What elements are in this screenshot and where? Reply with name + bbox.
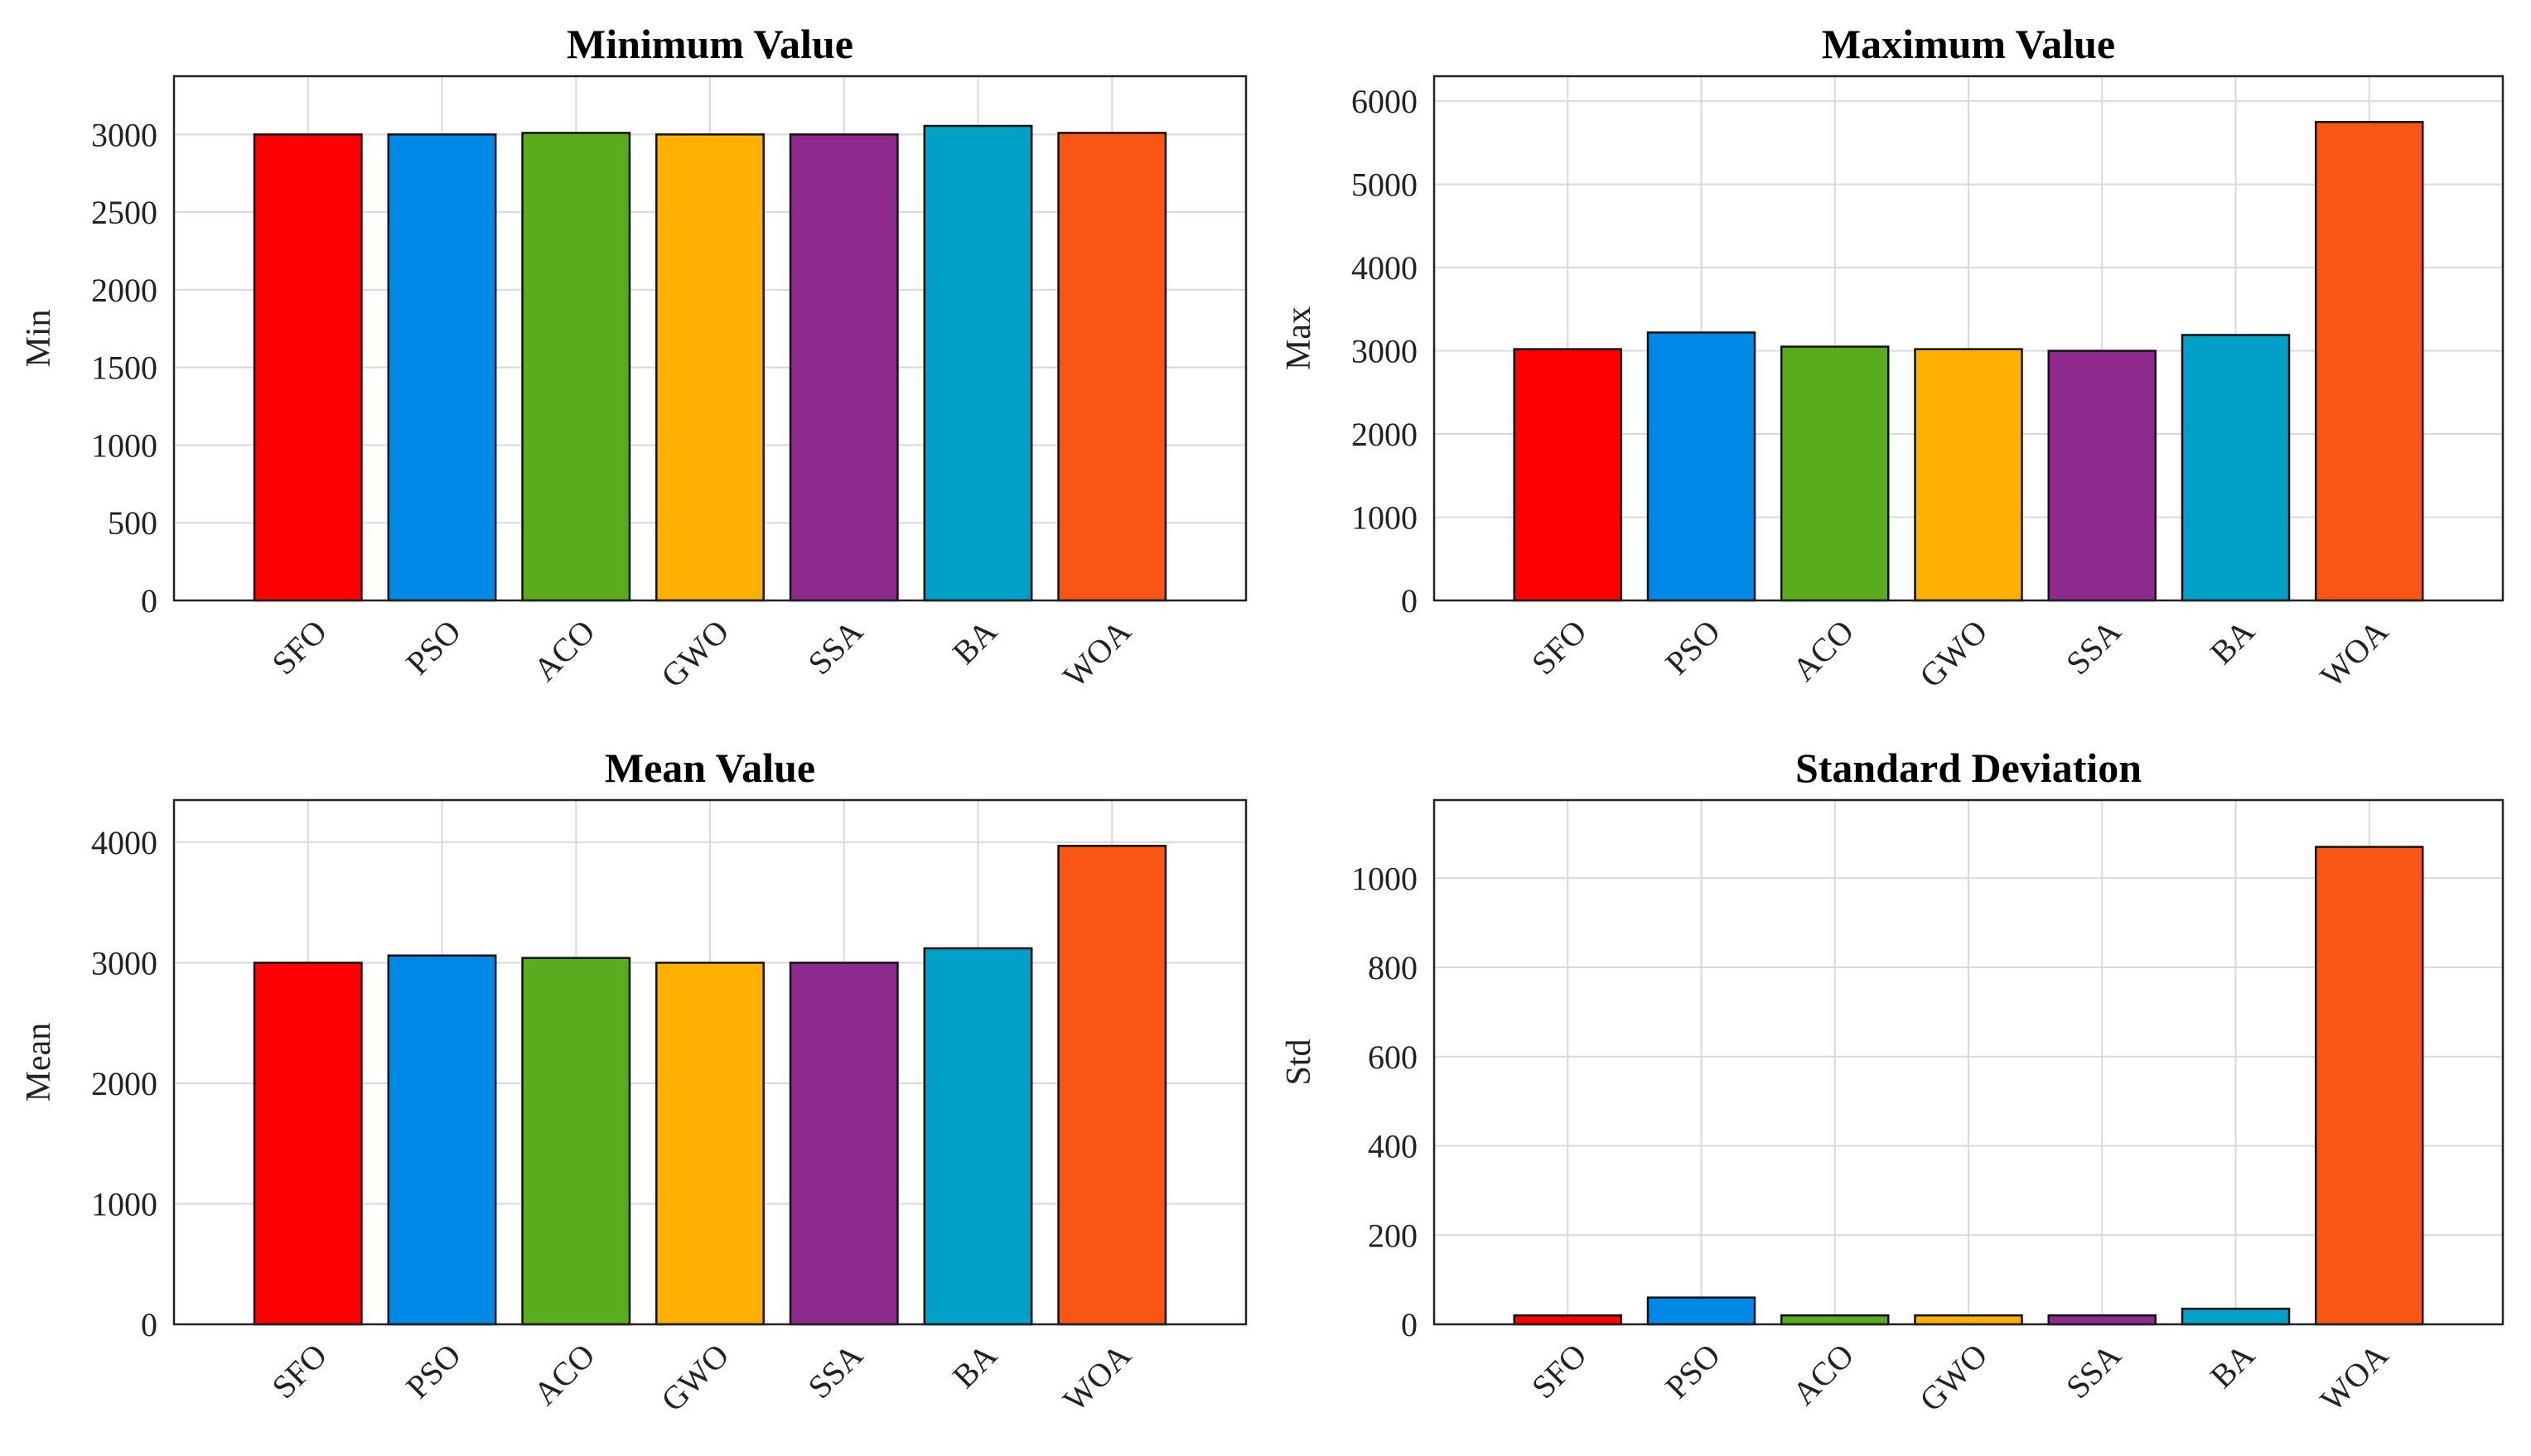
y-tick-label: 600 — [1368, 1039, 1418, 1076]
x-tick-label-woa: WOA — [1055, 612, 1138, 694]
y-tick-label: 800 — [1368, 949, 1418, 986]
bar-aco — [1780, 345, 1890, 602]
chart-maximum-value: 0 1000 2000 3000 4000 5000 6000 SFO PSO ACO GWO SSA… — [1280, 21, 2504, 695]
x-tick-label-ssa: SSA — [2059, 612, 2128, 682]
x-tick-label-aco: ACO — [1785, 613, 1862, 689]
chart-title: Standard Deviation — [1795, 745, 2142, 791]
plot-frame — [1432, 75, 2504, 602]
y-tick-label: 1000 — [91, 1185, 157, 1222]
y-tick-label: 500 — [108, 504, 157, 542]
bar-sfo — [253, 133, 363, 602]
x-tick-label-ssa: SSA — [800, 1336, 870, 1405]
chart-title: Mean Value — [605, 745, 815, 791]
y-axis-label: Std — [1280, 1039, 1318, 1085]
y-tick-label: 1000 — [1351, 860, 1418, 897]
x-tick-label-pso: PSO — [1658, 613, 1727, 682]
y-axis-label: Min — [20, 309, 58, 367]
y-tick-label: 1500 — [91, 350, 157, 387]
x-tick-label-ssa: SSA — [800, 612, 870, 682]
x-tick-label-sfo: SFO — [1524, 613, 1594, 682]
bar-ba — [2181, 1307, 2291, 1326]
chart-minimum-value: 0 500 1000 1500 2000 2500 3000 SFO PSO ACO GWO SSA B… — [20, 21, 1248, 695]
bar-aco — [1780, 1314, 1890, 1326]
y-tick-label: 4000 — [1351, 249, 1418, 287]
bar-ba — [2181, 334, 2291, 602]
y-tick-label: 2000 — [1351, 416, 1418, 453]
x-tick-label-pso: PSO — [398, 613, 468, 682]
x-tick-label-woa: WOA — [2313, 612, 2395, 694]
x-tick-label-ssa: SSA — [2059, 1336, 2128, 1405]
y-axis-label: Max — [1280, 306, 1318, 370]
x-tick-label-aco: ACO — [1785, 1337, 1862, 1413]
y-tick-label: 2500 — [91, 194, 157, 231]
bar-ssa — [789, 962, 899, 1326]
x-tick-label-pso: PSO — [1658, 1337, 1727, 1406]
y-tick-label: 0 — [1401, 582, 1418, 620]
y-axis-label: Mean — [20, 1023, 58, 1102]
chart-title: Maximum Value — [1822, 21, 2115, 67]
plot-frame — [172, 798, 1248, 1326]
x-tick-label-woa: WOA — [1055, 1336, 1138, 1418]
x-tick-label-gwo: GWO — [654, 613, 736, 695]
y-tick-label: 0 — [141, 1306, 157, 1343]
plot-frame — [1432, 798, 2504, 1326]
bar-ssa — [2047, 1314, 2157, 1326]
bar-woa — [1057, 132, 1167, 602]
y-tick-label: 5000 — [1351, 166, 1418, 204]
y-tick-label: 0 — [1401, 1306, 1418, 1343]
bar-ssa — [789, 133, 899, 602]
x-tick-label-sfo: SFO — [264, 613, 334, 682]
x-tick-label-ba: BA — [945, 1336, 1004, 1395]
bar-pso — [387, 954, 497, 1326]
bar-aco — [521, 132, 631, 602]
x-tick-label-aco: ACO — [526, 613, 602, 689]
x-tick-label-ba: BA — [2203, 612, 2262, 671]
y-tick-label: 6000 — [1351, 83, 1418, 120]
bar-sfo — [253, 962, 363, 1326]
y-tick-label: 2000 — [91, 272, 157, 309]
x-tick-label-sfo: SFO — [264, 1337, 334, 1406]
bar-woa — [1057, 845, 1167, 1326]
y-tick-label: 3000 — [91, 944, 157, 981]
bar-gwo — [655, 133, 765, 602]
bar-sfo — [1513, 348, 1622, 602]
plot-frame — [172, 75, 1248, 602]
y-tick-label: 2000 — [91, 1065, 157, 1102]
bar-ssa — [2047, 350, 2157, 602]
y-tick-label: 400 — [1368, 1128, 1418, 1165]
y-tick-label: 3000 — [91, 116, 157, 153]
x-tick-label-gwo: GWO — [1912, 613, 1994, 695]
bar-pso — [1646, 1296, 1756, 1326]
bar-pso — [1646, 331, 1756, 602]
bar-gwo — [1914, 1314, 2023, 1326]
bar-ba — [923, 124, 1033, 602]
x-tick-label-woa: WOA — [2313, 1336, 2395, 1418]
chart-standard-deviation: 0 200 400 600 800 1000 SFO PSO ACO GWO SSA BA WOA Sta… — [1280, 745, 2504, 1419]
x-tick-label-gwo: GWO — [1912, 1337, 1994, 1419]
x-tick-label-ba: BA — [2203, 1336, 2262, 1395]
chart-title: Minimum Value — [567, 21, 853, 67]
bar-woa — [2315, 121, 2424, 602]
bar-sfo — [1513, 1314, 1622, 1326]
y-tick-label: 4000 — [91, 824, 157, 861]
bar-aco — [521, 957, 631, 1326]
chart-mean-value: 0 1000 2000 3000 4000 SFO PSO ACO GWO SSA BA WOA Mea… — [20, 745, 1248, 1419]
bar-gwo — [1914, 348, 2023, 602]
y-tick-label: 200 — [1368, 1217, 1418, 1254]
y-tick-label: 1000 — [1351, 499, 1418, 537]
x-tick-label-gwo: GWO — [654, 1337, 736, 1419]
bar-ba — [923, 947, 1033, 1326]
x-tick-label-sfo: SFO — [1524, 1337, 1594, 1406]
y-tick-label: 1000 — [91, 427, 157, 464]
y-tick-label: 0 — [141, 582, 157, 620]
x-tick-label-ba: BA — [945, 612, 1004, 671]
x-tick-label-aco: ACO — [526, 1337, 602, 1413]
x-tick-label-pso: PSO — [398, 1337, 468, 1406]
y-tick-label: 3000 — [1351, 333, 1418, 370]
bar-woa — [2315, 846, 2424, 1326]
bar-gwo — [655, 962, 765, 1326]
bar-pso — [387, 133, 497, 602]
